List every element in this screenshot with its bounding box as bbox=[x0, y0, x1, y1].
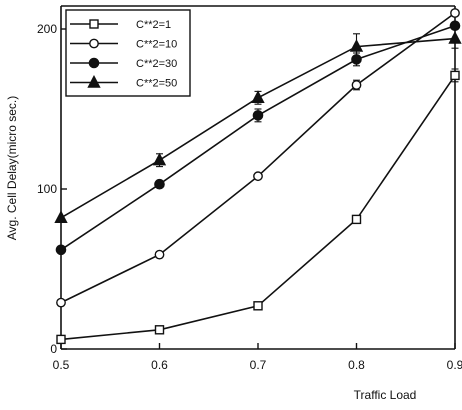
legend: C**2=1 C**2=10 C**2=30 C**2=50 bbox=[65, 9, 191, 97]
x-tick-label: 0.5 bbox=[53, 358, 70, 372]
data-point-series-4 bbox=[349, 39, 364, 52]
data-point-series-3 bbox=[449, 20, 461, 32]
data-point-series-4 bbox=[251, 90, 265, 104]
y-tick-label: 0 bbox=[50, 342, 57, 356]
x-tick-label: 0.7 bbox=[250, 358, 267, 372]
x-tick-label: 0.6 bbox=[151, 358, 168, 372]
data-point-series-3 bbox=[351, 54, 362, 65]
legend-label: C**2=1 bbox=[136, 19, 171, 31]
axes: 0.5 0.6 0.7 0.8 0.9 0 100 200 bbox=[37, 5, 462, 372]
data-point-series-2 bbox=[154, 249, 165, 260]
legend-label: C**2=10 bbox=[136, 39, 177, 51]
y-axis-label: Avg. Cell Delay(micro sec.) bbox=[5, 96, 19, 240]
data-point-series-1 bbox=[56, 334, 66, 345]
data-point-series-4 bbox=[448, 31, 462, 44]
legend-label: C**2=50 bbox=[136, 78, 177, 90]
series-group bbox=[54, 8, 462, 345]
legend-label: C**2=30 bbox=[136, 58, 177, 70]
data-point-series-3 bbox=[55, 244, 67, 256]
x-tick-label: 0.9 bbox=[447, 358, 462, 372]
data-point-series-1 bbox=[253, 301, 263, 311]
data-point-series-2 bbox=[56, 297, 66, 308]
data-point-series-1 bbox=[154, 325, 165, 335]
y-tick-label: 200 bbox=[37, 22, 57, 36]
legend-marker bbox=[89, 38, 99, 49]
data-point-series-3 bbox=[154, 178, 165, 190]
x-axis-label: Traffic Load bbox=[354, 388, 417, 402]
data-point-series-2 bbox=[253, 171, 263, 182]
data-point-series-1 bbox=[450, 70, 460, 81]
legend-marker bbox=[89, 19, 99, 29]
legend-marker bbox=[88, 57, 100, 69]
data-point-series-4 bbox=[152, 152, 167, 166]
data-point-series-1 bbox=[351, 214, 362, 225]
legend-marker bbox=[87, 74, 101, 88]
x-tick-label: 0.8 bbox=[348, 358, 365, 372]
y-tick-label: 100 bbox=[37, 182, 57, 196]
data-point-series-3 bbox=[252, 110, 264, 121]
data-point-series-2 bbox=[450, 8, 460, 18]
data-point-series-2 bbox=[351, 80, 362, 90]
data-point-series-4 bbox=[54, 210, 68, 224]
